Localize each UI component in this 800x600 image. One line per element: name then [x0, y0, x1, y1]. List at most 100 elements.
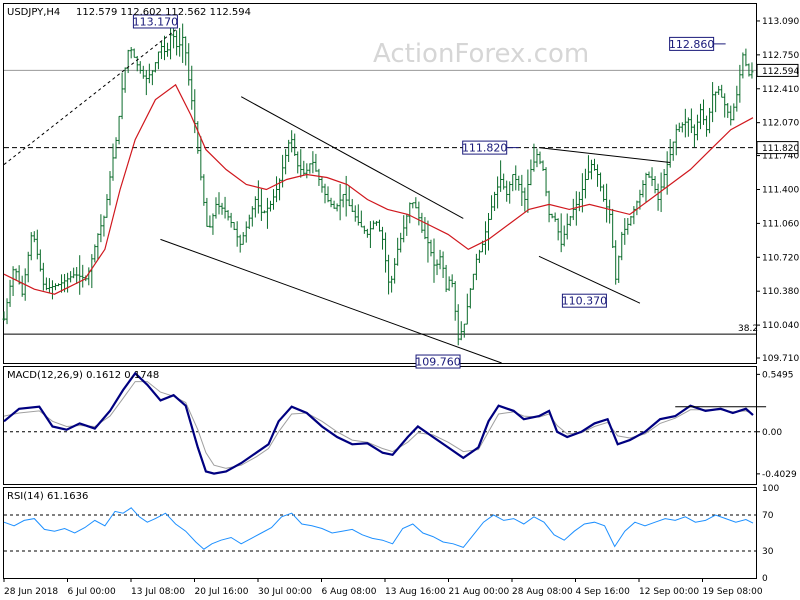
price-bar [53, 283, 57, 291]
price-bar [199, 136, 203, 181]
macd-axis-label: 0.00 [762, 428, 782, 438]
price-bar [562, 225, 566, 247]
price-bar [750, 62, 754, 79]
price-tag-box [756, 63, 799, 77]
price-bar [350, 198, 354, 212]
price-bar [326, 186, 330, 203]
rsi-header: RSI(14) 61.1636 [7, 491, 88, 502]
price-bar [135, 55, 139, 72]
price-bar [744, 48, 748, 67]
price-bar [723, 93, 727, 118]
price-bar [577, 191, 581, 212]
price-bar [514, 165, 518, 191]
price-bar [14, 268, 18, 280]
trendline [3, 29, 176, 165]
price-bar [477, 249, 481, 264]
price-bar [371, 220, 375, 230]
price-axis-label: 112.070 [762, 119, 799, 129]
price-bar [262, 210, 266, 214]
callout-label: 113.170 [133, 15, 179, 28]
price-bar [565, 213, 569, 240]
price-bar [323, 183, 327, 204]
price-bar [166, 42, 170, 57]
price-bar [317, 168, 321, 186]
price-bar [541, 160, 545, 172]
trendline [240, 96, 464, 219]
price-bar [444, 264, 448, 293]
macd-line [3, 371, 754, 475]
price-bar [32, 231, 36, 243]
price-bar [214, 197, 218, 219]
price-bar [620, 231, 624, 261]
axis-layer: 113.090 112.750 112.410 112.070 111.740 111.4… [3, 17, 799, 597]
price-bar [293, 133, 297, 156]
rsi-axis-label: 0 [762, 574, 768, 584]
price-axis-label: 113.090 [762, 17, 799, 27]
price-bar [456, 304, 460, 346]
price-bar [335, 203, 339, 212]
price-bar [377, 219, 381, 232]
price-bar [717, 85, 721, 95]
time-axis-label: 6 Jul 00:00 [68, 587, 117, 597]
price-bar [144, 70, 148, 96]
watermark: ActionForex.com [373, 39, 589, 69]
price-bar [544, 167, 548, 197]
price-bar [75, 267, 79, 284]
trendline [538, 255, 641, 304]
price-bar [499, 160, 503, 192]
price-bar [474, 253, 478, 281]
price-axis-label: 110.040 [762, 321, 799, 331]
price-bar [738, 64, 742, 103]
price-bar [453, 281, 457, 321]
price-bar [284, 149, 288, 175]
price-bar [505, 180, 509, 202]
rsi-layer [3, 507, 756, 552]
price-bar [126, 49, 130, 74]
callout-label: 109.760 [415, 356, 461, 369]
price-bar [732, 103, 736, 121]
price-bar [223, 196, 227, 219]
price-layer: 38.2 113.170 112.860 111.820 110.370 109.760 [2, 14, 758, 369]
price-bar [208, 215, 212, 228]
price-bar [305, 163, 309, 179]
price-bar [256, 180, 260, 214]
price-bar [78, 255, 82, 295]
price-bar [290, 130, 294, 153]
price-bar [250, 206, 254, 227]
price-bar [393, 258, 397, 284]
price-bar [2, 311, 6, 321]
price-bar [232, 222, 236, 231]
price-bar [190, 65, 194, 110]
price-bar [435, 259, 439, 276]
price-bar [592, 158, 596, 171]
price-bar [741, 52, 745, 79]
price-bar [526, 169, 530, 213]
price-bar [81, 264, 85, 288]
price-bar [517, 175, 521, 191]
price-bar [438, 249, 442, 270]
price-bar [111, 143, 115, 181]
price-bar [57, 283, 61, 287]
price-bar [695, 114, 699, 141]
price-bar [650, 167, 654, 187]
price-bar [553, 212, 557, 222]
price-bar [680, 122, 684, 133]
price-bar [362, 225, 366, 234]
callout-box [415, 354, 461, 369]
price-bar [632, 206, 636, 225]
price-bar [647, 171, 651, 178]
price-bar [529, 159, 533, 186]
price-panel-frame [3, 3, 757, 364]
price-bar [181, 23, 185, 63]
price-bar [356, 204, 360, 226]
price-bar [11, 266, 15, 297]
price-bar [523, 187, 527, 212]
price-bar [320, 176, 324, 193]
price-header-title: USDJPY,H4 [7, 7, 60, 18]
time-axis-label: 20 Jul 16:00 [195, 587, 249, 597]
price-bar [138, 61, 142, 74]
price-axis-label: 112.750 [762, 51, 799, 61]
price-bar [159, 41, 163, 60]
price-bar [462, 323, 466, 338]
price-bar [614, 240, 618, 285]
